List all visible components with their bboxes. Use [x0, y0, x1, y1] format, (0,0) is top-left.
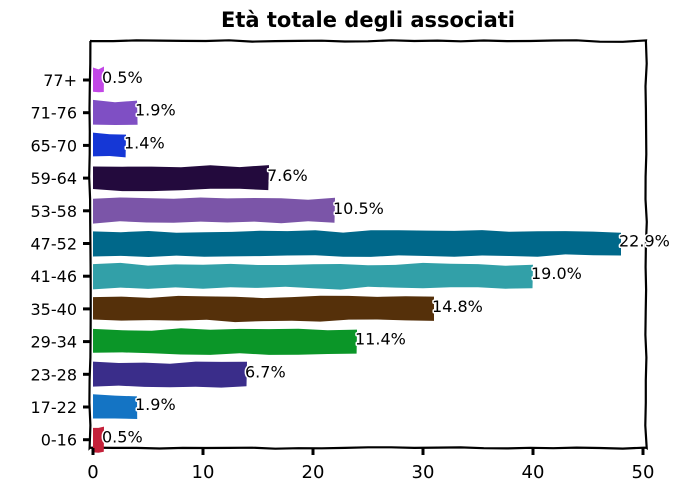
plot-frame: [88, 39, 648, 451]
bar-35-40: [93, 295, 434, 323]
y-tick-label: 0-16: [41, 431, 77, 450]
data-label: 11.4%: [355, 330, 406, 349]
y-tick-label: 71-76: [31, 104, 78, 123]
bar-65-70: [93, 132, 126, 158]
bar-77: [93, 66, 104, 93]
x-tick-label: 30: [412, 462, 435, 483]
data-label: 22.9%: [619, 232, 670, 251]
bar-17-22: [93, 394, 138, 419]
x-tick-label: 10: [192, 462, 215, 483]
data-label: 1.4%: [124, 133, 165, 152]
y-tick-label: 59-64: [31, 169, 78, 188]
bar-47-52: [93, 230, 621, 257]
y-tick-label: 35-40: [31, 300, 78, 319]
y-tick-label: 53-58: [31, 202, 78, 221]
data-label: 1.9%: [135, 395, 176, 414]
y-tick-label: 41-46: [31, 267, 78, 286]
data-label: 19.0%: [531, 264, 582, 283]
x-axis: 0 10 20 30 40 50: [87, 448, 654, 483]
y-tick-label: 77+: [43, 71, 77, 90]
y-tick-label: 23-28: [31, 365, 78, 384]
x-tick-label: 50: [632, 462, 655, 483]
data-label: 6.7%: [245, 362, 286, 381]
data-label: 14.8%: [432, 297, 483, 316]
bar-53-58: [93, 197, 335, 224]
y-tick-label: 47-52: [31, 235, 78, 254]
bar-41-46: [93, 262, 533, 290]
bars-group: [93, 66, 621, 453]
x-tick-label: 20: [302, 462, 325, 483]
data-label: 10.5%: [333, 199, 384, 218]
data-label: 0.5%: [102, 428, 143, 447]
bar-59-64: [93, 165, 269, 192]
bar-71-76: [93, 99, 138, 125]
x-tick-label: 0: [87, 462, 98, 483]
data-label: 1.9%: [135, 101, 176, 120]
data-label: 7.6%: [267, 166, 308, 185]
y-tick-label: 65-70: [31, 136, 78, 155]
y-tick-label: 29-34: [31, 333, 78, 352]
x-tick-label: 40: [522, 462, 545, 483]
y-axis: 77+ 71-76 65-70 59-64 53-58 47-52 41-46 35-40 29…: [31, 71, 90, 450]
data-labels: 0.5% 1.9% 1.4% 7.6% 10.5% 22.9% 19.0% 14.8% 11.4…: [101, 67, 672, 449]
bar-23-28: [93, 361, 247, 388]
data-label: 0.5%: [102, 68, 143, 87]
chart-title: Età totale degli associati: [221, 8, 515, 32]
bar-29-34: [93, 328, 357, 355]
y-tick-label: 17-22: [31, 398, 78, 417]
bar-0-16: [93, 426, 104, 453]
